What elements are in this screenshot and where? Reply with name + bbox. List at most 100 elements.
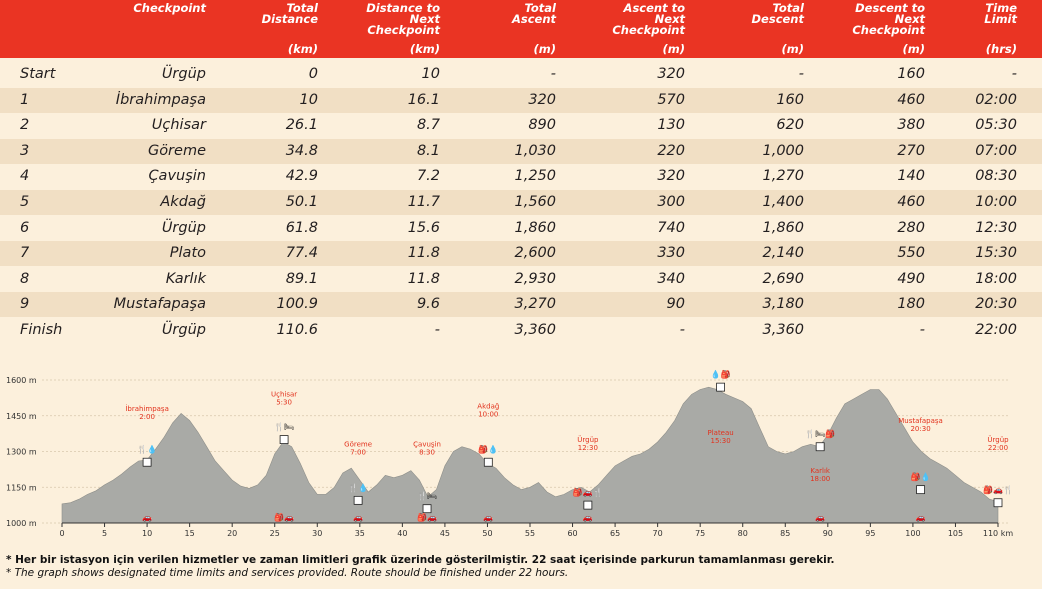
cell-ascent-next: 300 bbox=[657, 194, 685, 210]
header-unit: (m) bbox=[533, 42, 557, 56]
x-tick-label: 15 bbox=[185, 529, 195, 538]
cell-id: Finish bbox=[20, 322, 63, 338]
cell-total-descent: 3,180 bbox=[762, 296, 804, 313]
checkpoint-marker bbox=[483, 457, 493, 467]
footnote: * Her bir istasyon için verilen hizmetle… bbox=[6, 554, 834, 580]
header-distance-next: Distance to Next Checkpoint (km) bbox=[0, 0, 440, 58]
x-tick-label: 5 bbox=[102, 529, 107, 538]
cell-total-ascent: 3,270 bbox=[514, 296, 556, 313]
cell-total-descent: - bbox=[798, 66, 804, 82]
cell-time-limit: 22:00 bbox=[975, 322, 1017, 338]
cell-total-descent: 3,360 bbox=[762, 322, 804, 338]
x-tick-label: 105 bbox=[948, 529, 963, 538]
cell-id: 4 bbox=[20, 168, 30, 185]
transport-icons: 🎒🚗 bbox=[417, 512, 437, 522]
x-tick-label: 100 bbox=[905, 529, 920, 538]
x-tick-label: 60 bbox=[567, 529, 577, 538]
checkpoint-time-label: 8:30 bbox=[419, 449, 435, 457]
header-total-ascent: Total Ascent (m) bbox=[0, 0, 556, 58]
transport-icons: 🚗 bbox=[142, 513, 152, 522]
checkpoint-marker bbox=[583, 500, 593, 510]
cell-id: 7 bbox=[20, 245, 30, 262]
cell-time-limit: 15:30 bbox=[975, 245, 1017, 262]
transport-icons: 🚗 bbox=[815, 513, 825, 522]
cell-checkpoint: Çavuşin bbox=[148, 168, 206, 185]
cell-total-distance: 10 bbox=[299, 91, 318, 108]
cell-total-descent: 1,860 bbox=[762, 219, 804, 236]
cell-distance-next: 10 bbox=[421, 66, 440, 82]
cell-descent-next: 460 bbox=[897, 194, 925, 210]
checkpoint-name-label: Akdağ bbox=[477, 403, 499, 411]
checkpoint-name-label: Çavuşin bbox=[413, 441, 441, 449]
cell-descent-next: 550 bbox=[897, 245, 925, 262]
x-tick-label: 70 bbox=[653, 529, 663, 538]
checkpoint-marker bbox=[422, 504, 432, 514]
cell-total-ascent: 2,930 bbox=[514, 270, 556, 287]
checkpoint-time-label: 2:00 bbox=[139, 413, 155, 421]
cell-ascent-next: 220 bbox=[657, 142, 685, 159]
cell-total-ascent: - bbox=[550, 66, 556, 82]
header-title: Total Distance bbox=[261, 1, 318, 26]
cell-descent-next: 280 bbox=[897, 219, 925, 236]
cell-total-distance: 0 bbox=[308, 66, 318, 82]
checkpoint-time-label: 7:00 bbox=[350, 449, 366, 457]
header-total-descent: Total Descent (m) bbox=[0, 0, 805, 58]
cell-checkpoint: Göreme bbox=[147, 142, 206, 159]
service-icons: 🍴💧 bbox=[137, 444, 157, 454]
checkpoint-name-label: Uçhisar bbox=[271, 391, 297, 399]
cell-distance-next: - bbox=[434, 322, 440, 338]
cell-time-limit: 05:30 bbox=[975, 117, 1017, 134]
cell-time-limit: - bbox=[1011, 66, 1017, 82]
cell-distance-next: 15.6 bbox=[407, 219, 440, 236]
cell-checkpoint: İbrahimpaşa bbox=[115, 91, 206, 108]
table-row: 5 Akdağ 50.1 11.7 1,560 300 1,400 460 10:00 bbox=[0, 190, 1042, 215]
header-unit: (km) bbox=[287, 42, 318, 56]
checkpoint-marker bbox=[716, 382, 726, 392]
checkpoint-time-label: 12:30 bbox=[578, 444, 598, 452]
header-title: Descent to Next Checkpoint bbox=[852, 1, 925, 37]
header-title: Distance to Next Checkpoint bbox=[366, 1, 440, 37]
header-total-distance: Total Distance (km) bbox=[0, 0, 318, 58]
cell-checkpoint: Ürgüp bbox=[161, 322, 206, 338]
cell-total-descent: 2,690 bbox=[762, 270, 804, 287]
checkpoint-name-label: Göreme bbox=[344, 441, 372, 449]
cell-total-descent: 1,000 bbox=[762, 142, 804, 159]
cell-time-limit: 07:00 bbox=[975, 142, 1017, 159]
header-unit: (m) bbox=[781, 42, 805, 56]
cell-total-descent: 160 bbox=[776, 91, 804, 108]
table-row: Start Ürgüp 0 10 - 320 - 160 - bbox=[0, 62, 1042, 87]
transport-icons: 🎒🚗 bbox=[274, 512, 294, 522]
cell-ascent-next: 320 bbox=[657, 168, 685, 185]
checkpoint-marker bbox=[142, 457, 152, 467]
cell-checkpoint: Karlık bbox=[165, 270, 206, 287]
transport-icons: 🚗 bbox=[583, 513, 593, 522]
cell-time-limit: 10:00 bbox=[975, 194, 1017, 210]
cell-checkpoint: Ürgüp bbox=[161, 219, 206, 236]
checkpoint-time-label: 22:00 bbox=[988, 444, 1008, 452]
header-unit: (km) bbox=[409, 42, 440, 56]
cell-id: 3 bbox=[20, 142, 30, 159]
cell-total-ascent: 890 bbox=[528, 117, 556, 134]
header-unit: (hrs) bbox=[985, 42, 1017, 56]
table-row: 1 İbrahimpaşa 10 16.1 320 570 160 460 02:00 bbox=[0, 87, 1042, 113]
checkpoint-name-label: Plateau bbox=[707, 429, 733, 437]
cell-total-descent: 620 bbox=[776, 117, 804, 134]
cell-descent-next: 270 bbox=[897, 142, 925, 159]
table-row: 4 Çavuşin 42.9 7.2 1,250 320 1,270 140 08:30 bbox=[0, 164, 1042, 189]
cell-distance-next: 11.8 bbox=[407, 245, 440, 262]
cell-total-descent: 1,270 bbox=[762, 168, 804, 185]
cell-total-ascent: 1,250 bbox=[514, 168, 556, 185]
transport-icons: 🚗 bbox=[916, 513, 926, 522]
table-row: 6 Ürgüp 61.8 15.6 1,860 740 1,860 280 12:30 bbox=[0, 216, 1042, 241]
cell-descent-next: 180 bbox=[897, 296, 925, 313]
table-header: Checkpoint Total Distance (km) Distance to … bbox=[0, 0, 1042, 58]
x-tick-label: 50 bbox=[482, 529, 492, 538]
checkpoint-marker bbox=[916, 485, 925, 495]
table-row: 8 Karlık 89.1 11.8 2,930 340 2,690 490 18:00 bbox=[0, 267, 1042, 292]
cell-id: 5 bbox=[20, 194, 30, 210]
service-icons: 💧🎒 bbox=[711, 369, 731, 379]
cell-ascent-next: - bbox=[679, 322, 685, 338]
cell-distance-next: 8.7 bbox=[416, 117, 440, 134]
cell-id: 6 bbox=[20, 219, 30, 236]
cell-descent-next: 160 bbox=[897, 66, 925, 82]
